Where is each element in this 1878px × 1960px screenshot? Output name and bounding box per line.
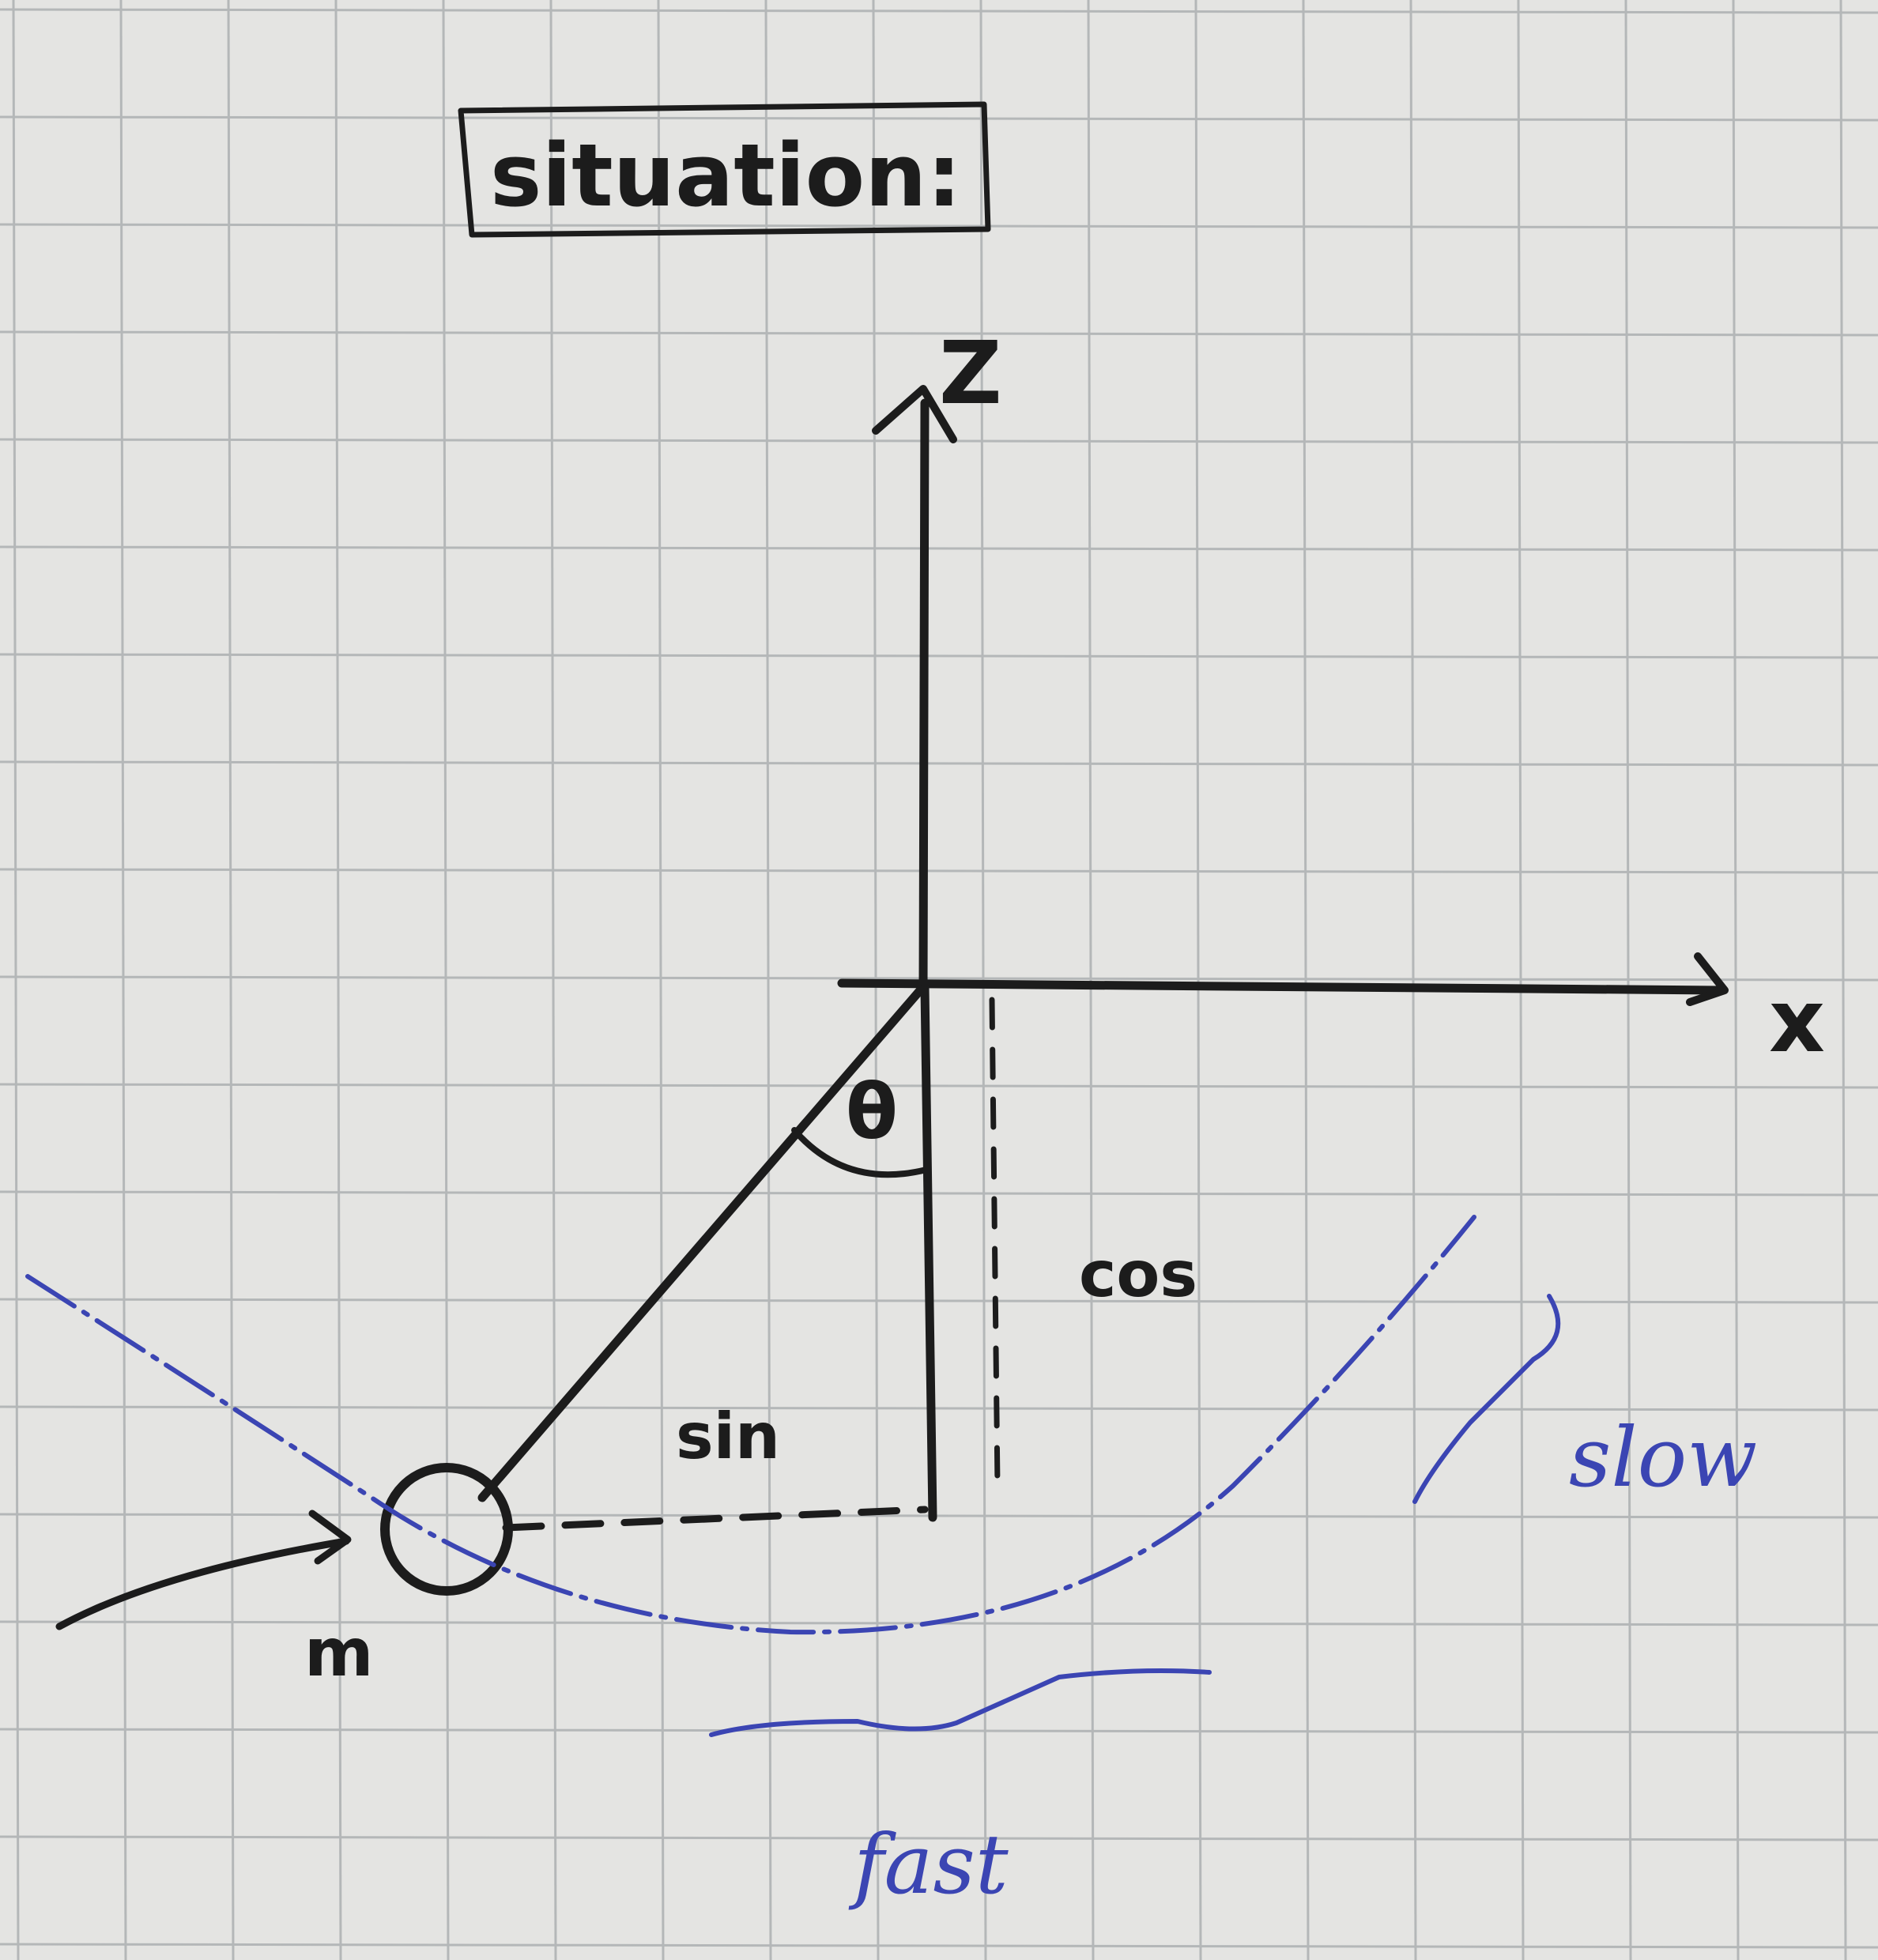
grid-line-horizontal	[0, 330, 1878, 337]
x-axis: x	[837, 952, 1825, 1072]
grid-line-horizontal	[0, 1405, 1878, 1412]
slow-squiggle	[1412, 1294, 1561, 1504]
grid-line-horizontal	[0, 223, 1878, 229]
grid-line-vertical	[119, 0, 127, 1960]
trajectory-curve	[25, 1215, 1476, 1635]
grid-line-horizontal	[0, 545, 1878, 552]
grid-line-horizontal	[0, 975, 1878, 982]
grid-line-horizontal	[0, 868, 1878, 874]
title-box: situation:	[458, 101, 991, 238]
grid-line-horizontal	[0, 1728, 1878, 1734]
sin-dashed-line	[502, 1506, 929, 1532]
mass-label: m	[304, 1614, 374, 1691]
z-axis: Z	[872, 322, 1002, 993]
grid-line-horizontal	[0, 653, 1878, 659]
grid-line-vertical	[1087, 0, 1095, 1960]
cos-dashed-line	[989, 997, 1001, 1489]
pendulum-rod	[477, 985, 926, 1502]
sin-label: sin	[676, 1400, 780, 1473]
grid-line-vertical	[12, 0, 20, 1960]
grid-line-horizontal	[0, 1835, 1878, 1841]
title-text: situation:	[490, 125, 961, 226]
pendulum-bob	[380, 1463, 513, 1596]
grid-line-vertical	[657, 0, 665, 1960]
grid-line-vertical	[227, 0, 235, 1960]
cos-label: cos	[1079, 1238, 1197, 1311]
grid-line-vertical	[442, 0, 450, 1960]
grid-line-vertical	[549, 0, 557, 1960]
x-axis-label: x	[1769, 971, 1825, 1072]
slow-label: slow	[1569, 1409, 1757, 1506]
grid-line-horizontal	[0, 438, 1878, 444]
fast-squiggle	[709, 1668, 1212, 1737]
grid-line-vertical	[334, 0, 342, 1960]
grid-line-horizontal	[0, 8, 1878, 14]
grid-line-horizontal	[0, 1083, 1878, 1089]
grid-line-horizontal	[0, 1943, 1878, 1949]
grid-line-horizontal	[0, 1190, 1878, 1197]
grid-line-horizontal	[0, 1298, 1878, 1304]
grid-line-horizontal	[0, 760, 1878, 767]
fast-label: fast	[848, 1816, 1009, 1913]
vertical-leg	[920, 983, 937, 1522]
grid-line-horizontal	[0, 115, 1878, 122]
velocity-arrow	[55, 1510, 352, 1630]
z-axis-label: Z	[939, 322, 1002, 424]
grid-line-vertical	[764, 0, 772, 1960]
theta-label: θ	[846, 1068, 898, 1156]
theta-angle: θ	[791, 1068, 930, 1178]
grid-line-horizontal	[0, 1513, 1878, 1519]
